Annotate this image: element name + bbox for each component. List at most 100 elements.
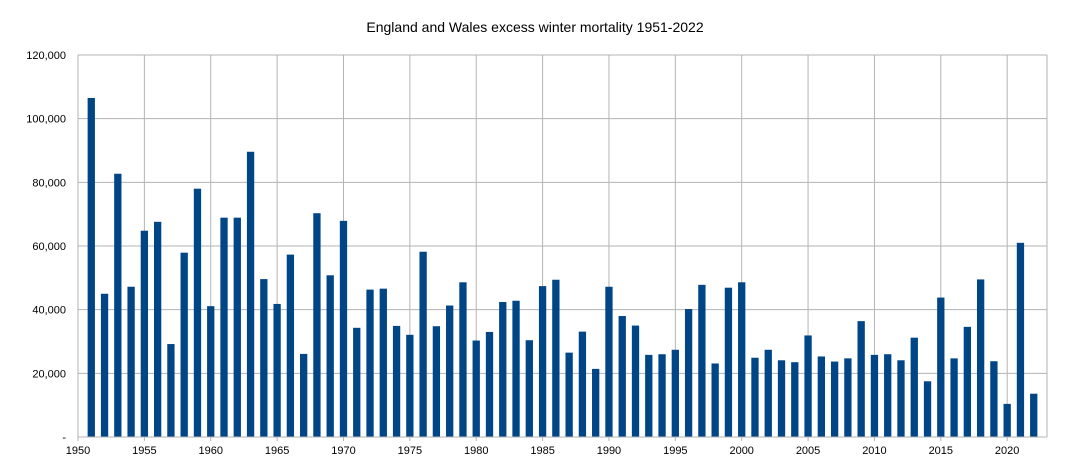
bar-1967 [300,353,308,437]
x-tick-label: 1970 [331,445,355,457]
y-tick-label: 120,000 [26,50,66,62]
y-tick-label: - [62,432,66,444]
x-tick-label: 2010 [862,445,886,457]
bar-1952 [100,293,109,437]
bar-1998 [711,363,719,437]
bar-2013 [910,337,918,437]
x-tick-label: 2000 [729,445,753,457]
bar-1955 [140,230,149,437]
bar-1961 [220,217,228,437]
bar-1989 [592,368,600,437]
bar-2010 [870,354,879,437]
bar-2011 [884,354,892,437]
y-axis-tick-labels: - 20,000 40,000 60,000 80,000 100,000 120,000 [26,50,66,444]
x-tick-label: 1960 [198,445,222,457]
bar-2002 [764,349,772,437]
x-tick-label: 2020 [995,445,1019,457]
bar-1996 [684,309,693,437]
bar-1962 [233,217,241,437]
bar-2003 [777,360,786,437]
bar-1956 [153,221,162,437]
x-axis-tick-labels: 1950 1955 1960 1965 1970 1975 1980 1985 1990 1995… [66,445,1020,457]
bar-1964 [260,279,268,437]
x-tick-label: 1950 [66,445,90,457]
bar-2020 [1003,403,1011,437]
bar-1982 [499,302,507,437]
bar-1991 [618,316,626,437]
bar-1990 [605,286,613,437]
bar-2000 [738,282,746,437]
y-tick-label: 60,000 [32,241,66,253]
x-tick-label: 2015 [929,445,953,457]
bar-2005 [804,335,812,437]
bar-1980 [472,340,480,437]
axes [77,55,1047,441]
x-tick-label: 1965 [265,445,289,457]
y-tick-label: 20,000 [32,368,66,380]
bar-1979 [459,282,467,437]
bar-2012 [897,360,905,437]
bar-1969 [326,275,334,437]
bar-1977 [432,326,441,437]
bar-1993 [645,354,653,437]
x-tick-label: 2005 [796,445,820,457]
bar-1951 [87,97,95,437]
bar-1976 [419,251,427,437]
bar-2018 [976,279,985,437]
bar-2016 [950,358,958,437]
bar-1957 [167,344,175,437]
bar-1966 [286,254,295,437]
bar-1959 [193,188,202,437]
bar-2009 [857,321,865,437]
bar-1995 [671,349,679,437]
bars [87,97,1038,438]
bar-1960 [207,306,215,437]
bar-1974 [392,325,401,437]
bar-1968 [313,213,321,437]
bar-2014 [923,381,932,437]
bar-1978 [446,305,454,437]
bar-1970 [339,220,348,437]
bar-2001 [751,357,759,437]
bar-1973 [379,288,387,437]
bar-2006 [817,356,825,437]
bar-2008 [844,358,852,437]
bar-2004 [791,362,799,437]
bar-2017 [963,326,972,437]
x-tick-label: 1980 [464,445,488,457]
bar-1971 [353,327,361,437]
bar-1999 [724,287,733,437]
chart-title: England and Wales excess winter mortalit… [366,19,703,35]
y-tick-label: 80,000 [32,177,66,189]
bar-1983 [512,300,520,437]
x-tick-label: 1975 [398,445,422,457]
bar-1992 [631,325,640,437]
bar-2021 [1016,242,1025,437]
bar-2007 [830,361,839,437]
bar-1972 [366,289,374,437]
x-tick-label: 1985 [530,445,554,457]
bar-1953 [114,173,122,437]
bar-1986 [552,279,560,437]
bar-1994 [658,354,666,437]
bar-1984 [525,340,533,437]
bar-1987 [565,352,573,437]
bar-1988 [578,331,587,437]
bar-2019 [990,361,998,437]
x-tick-label: 1995 [663,445,687,457]
bar-1965 [273,303,281,437]
bar-1975 [406,334,414,437]
bar-1963 [246,151,255,438]
bar-2015 [937,297,945,437]
x-tick-label: 1955 [132,445,156,457]
bar-1985 [538,286,547,437]
bar-1958 [180,252,188,437]
y-tick-label: 100,000 [26,114,66,126]
bar-1997 [698,284,706,437]
bar-2022 [1030,393,1038,437]
bar-1954 [127,286,135,437]
y-tick-label: 40,000 [32,305,66,317]
x-tick-label: 1990 [597,445,621,457]
bar-1981 [485,331,494,437]
